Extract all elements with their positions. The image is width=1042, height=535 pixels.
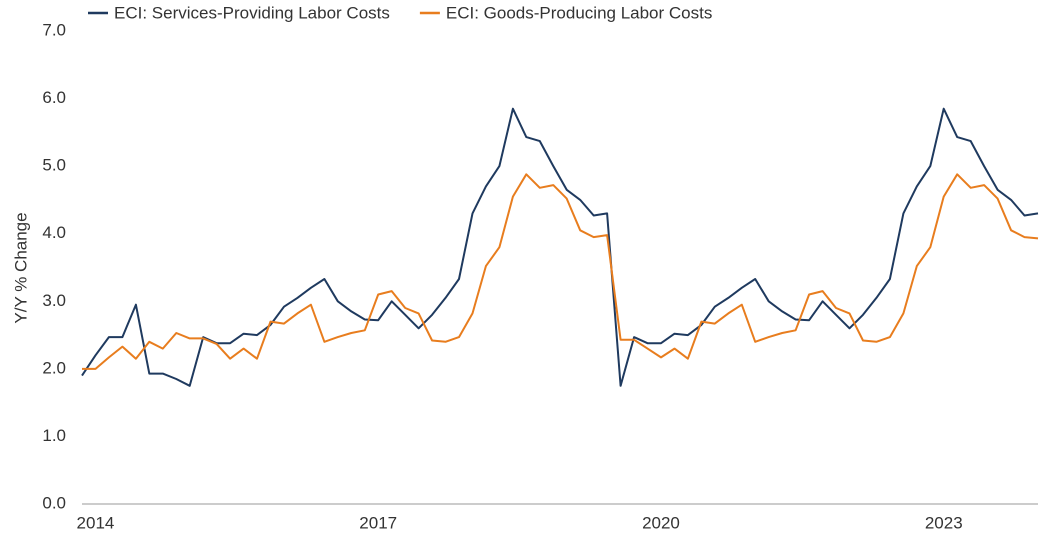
y-axis-label: Y/Y % Change [11,212,30,323]
legend-label: ECI: Goods-Producing Labor Costs [446,3,712,22]
y-tick-label: 3.0 [42,291,66,310]
y-tick-label: 1.0 [42,426,66,445]
x-tick-label: 2020 [642,513,680,532]
x-tick-label: 2014 [77,513,115,532]
y-tick-label: 4.0 [42,223,66,242]
x-tick-label: 2017 [359,513,397,532]
y-tick-label: 2.0 [42,358,66,377]
x-tick-label: 2023 [925,513,963,532]
y-tick-label: 6.0 [42,88,66,107]
legend-label: ECI: Services-Providing Labor Costs [114,3,390,22]
y-tick-label: 0.0 [42,493,66,512]
series-line [81,107,1039,387]
series-line [82,173,1039,370]
y-tick-label: 5.0 [42,156,66,175]
y-tick-label: 7.0 [42,20,66,39]
